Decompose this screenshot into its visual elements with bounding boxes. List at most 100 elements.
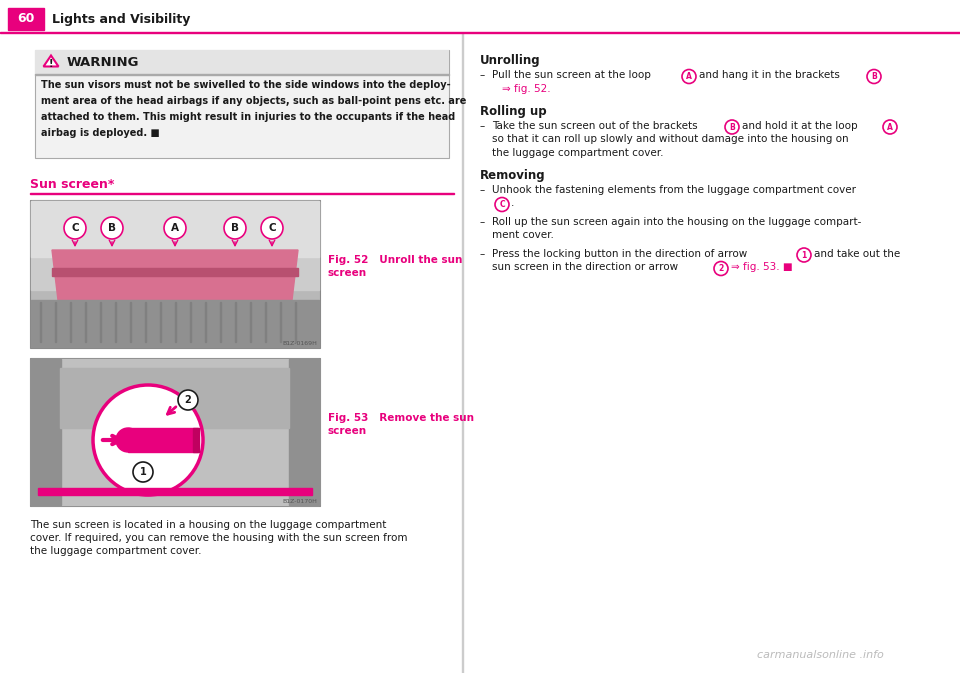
Text: 1: 1 [802,250,806,260]
Circle shape [495,197,509,211]
Bar [31,359,61,505]
Text: sun screen in the direction or arrow: sun screen in the direction or arrow [492,262,678,273]
Text: The sun visors must not be swivelled to the side windows into the deploy-: The sun visors must not be swivelled to … [41,80,450,90]
Bar [31,201,319,257]
Polygon shape [52,250,298,300]
Text: –: – [480,249,485,259]
Text: –: – [480,217,485,227]
Text: and hang it in the brackets: and hang it in the brackets [699,71,840,81]
Bar [60,368,289,428]
Bar [205,302,206,342]
Bar [235,302,236,342]
Bar [8,8,44,30]
Circle shape [101,217,123,239]
Bar [55,302,56,342]
Circle shape [64,217,86,239]
Bar [175,302,176,342]
Bar [40,302,41,342]
Text: the luggage compartment cover.: the luggage compartment cover. [492,148,663,158]
Bar [35,50,449,74]
Circle shape [164,217,186,239]
Bar [128,428,198,452]
Bar [145,302,146,342]
Text: Unrolling: Unrolling [480,54,540,67]
Circle shape [133,462,153,482]
Text: cover. If required, you can remove the housing with the sun screen from: cover. If required, you can remove the h… [30,533,407,543]
Circle shape [261,217,283,239]
Circle shape [116,428,140,452]
Text: ⇒ fig. 52.: ⇒ fig. 52. [502,84,551,94]
Text: A: A [887,122,893,131]
Text: Pull the sun screen at the loop: Pull the sun screen at the loop [492,71,651,81]
Text: screen: screen [328,426,367,436]
Circle shape [725,120,739,134]
Text: the luggage compartment cover.: the luggage compartment cover. [30,546,202,556]
Text: Rolling up: Rolling up [480,104,546,118]
Text: 2: 2 [184,395,191,405]
Bar [295,302,296,342]
Text: Lights and Visibility: Lights and Visibility [52,13,190,26]
Bar [265,302,266,342]
Polygon shape [43,55,59,67]
Bar [35,50,449,158]
Bar [30,200,320,348]
Text: The sun screen is located in a housing on the luggage compartment: The sun screen is located in a housing o… [30,520,386,530]
Bar [85,302,86,342]
Text: airbag is deployed. ■: airbag is deployed. ■ [41,128,159,138]
Text: Fig. 52   Unroll the sun: Fig. 52 Unroll the sun [328,255,463,265]
Text: screen: screen [328,268,367,278]
Text: attached to them. This might result in injuries to the occupants if the head: attached to them. This might result in i… [41,112,455,122]
Bar [193,428,199,452]
Bar [30,358,320,506]
Text: Press the locking button in the direction of arrow: Press the locking button in the directio… [492,249,747,259]
Text: carmanualsonline .info: carmanualsonline .info [756,650,883,660]
Bar [250,302,251,342]
Circle shape [883,120,897,134]
Text: –: – [480,71,485,81]
Text: Fig. 53   Remove the sun: Fig. 53 Remove the sun [328,413,474,423]
Circle shape [867,69,881,83]
Circle shape [178,390,198,410]
Text: Removing: Removing [480,168,545,182]
Text: WARNING: WARNING [67,55,139,69]
Text: Take the sun screen out of the brackets: Take the sun screen out of the brackets [492,121,698,131]
Bar [280,302,281,342]
Text: –: – [480,185,485,195]
Bar [115,302,116,342]
Text: C: C [499,200,505,209]
Bar [190,302,191,342]
Text: C: C [71,223,79,233]
Text: ment cover.: ment cover. [492,230,554,240]
Circle shape [682,69,696,83]
Bar [31,300,319,347]
Text: B: B [231,223,239,233]
Circle shape [714,262,728,275]
Text: –: – [480,121,485,131]
Text: ⇒ fig. 53. ■: ⇒ fig. 53. ■ [731,262,793,273]
Bar [38,488,312,495]
Bar [0,32,960,33]
Text: Roll up the sun screen again into the housing on the luggage compart-: Roll up the sun screen again into the ho… [492,217,861,227]
Bar [160,302,161,342]
Text: B: B [730,122,734,131]
Bar [35,74,449,75]
Text: and hold it at the loop: and hold it at the loop [742,121,857,131]
Bar [30,193,454,194]
Text: ment area of the head airbags if any objects, such as ball-point pens etc. are: ment area of the head airbags if any obj… [41,96,467,106]
Text: C: C [268,223,276,233]
Text: 1: 1 [139,467,146,477]
Bar [289,359,319,505]
Text: .: . [511,199,515,209]
Circle shape [93,385,203,495]
Circle shape [224,217,246,239]
Bar [31,359,319,505]
Text: B: B [871,72,876,81]
Bar [31,201,319,290]
Bar [52,268,298,276]
Text: B1Z-0169H: B1Z-0169H [282,341,317,346]
Text: Unhook the fastening elements from the luggage compartment cover: Unhook the fastening elements from the l… [492,185,856,195]
Text: !: ! [49,59,53,69]
Text: Sun screen*: Sun screen* [30,178,114,191]
Text: 2: 2 [718,264,724,273]
Circle shape [797,248,811,262]
